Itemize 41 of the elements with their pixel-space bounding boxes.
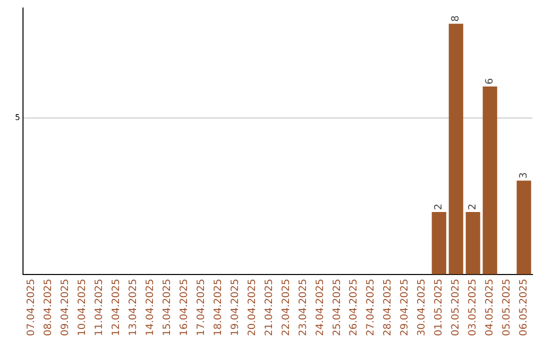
x-tick-label: 24.04.2025 bbox=[314, 278, 326, 336]
x-tick-label: 14.04.2025 bbox=[145, 278, 156, 336]
x-tick-label: 28.04.2025 bbox=[382, 278, 394, 336]
x-tick-label: 21.04.2025 bbox=[264, 278, 275, 336]
x-tick-label: 20.04.2025 bbox=[246, 278, 258, 336]
x-tick-label: 30.04.2025 bbox=[416, 278, 428, 336]
x-tick-label: 01.05.2025 bbox=[434, 278, 445, 336]
x-tick-label: 19.04.2025 bbox=[230, 278, 241, 336]
x-tick-label: 05.05.2025 bbox=[502, 278, 513, 336]
x-tick-label: 18.04.2025 bbox=[212, 278, 224, 336]
x-tick-label: 04.05.2025 bbox=[484, 278, 496, 336]
y-tick-label: 5 bbox=[14, 112, 20, 122]
bar bbox=[448, 24, 464, 274]
x-tick-label: 22.04.2025 bbox=[280, 278, 292, 336]
x-tick-label: 26.04.2025 bbox=[348, 278, 360, 336]
data-label: 8 bbox=[450, 15, 462, 22]
x-tick-label: 10.04.2025 bbox=[77, 278, 88, 336]
x-tick-label: 17.04.2025 bbox=[196, 278, 207, 336]
data-label: 3 bbox=[518, 172, 530, 179]
data-label: 2 bbox=[434, 204, 445, 210]
x-tick-label: 08.04.2025 bbox=[43, 278, 54, 336]
x-tick-label: 13.04.2025 bbox=[128, 278, 140, 336]
bar bbox=[432, 212, 446, 274]
data-label: 6 bbox=[484, 78, 496, 84]
x-tick-label: 23.04.2025 bbox=[298, 278, 309, 336]
x-tick-label: 03.05.2025 bbox=[468, 278, 479, 336]
data-label: 2 bbox=[468, 204, 479, 210]
x-tick-label: 11.04.2025 bbox=[94, 278, 106, 336]
x-tick-label: 07.04.2025 bbox=[26, 278, 38, 336]
x-tick-label: 15.04.2025 bbox=[162, 278, 173, 336]
x-tick-label: 06.05.2025 bbox=[518, 278, 530, 336]
x-tick-label: 02.05.2025 bbox=[450, 278, 462, 336]
x-tick-label: 09.04.2025 bbox=[60, 278, 72, 336]
x-tick-label: 25.04.2025 bbox=[332, 278, 343, 336]
x-tick-label: 27.04.2025 bbox=[366, 278, 377, 336]
x-tick-label: 12.04.2025 bbox=[111, 278, 122, 336]
x-tick-label: 29.04.2025 bbox=[400, 278, 411, 336]
bar bbox=[466, 212, 480, 274]
x-tick-label: 16.04.2025 bbox=[178, 278, 190, 336]
bar bbox=[516, 180, 532, 274]
bar bbox=[482, 86, 498, 274]
